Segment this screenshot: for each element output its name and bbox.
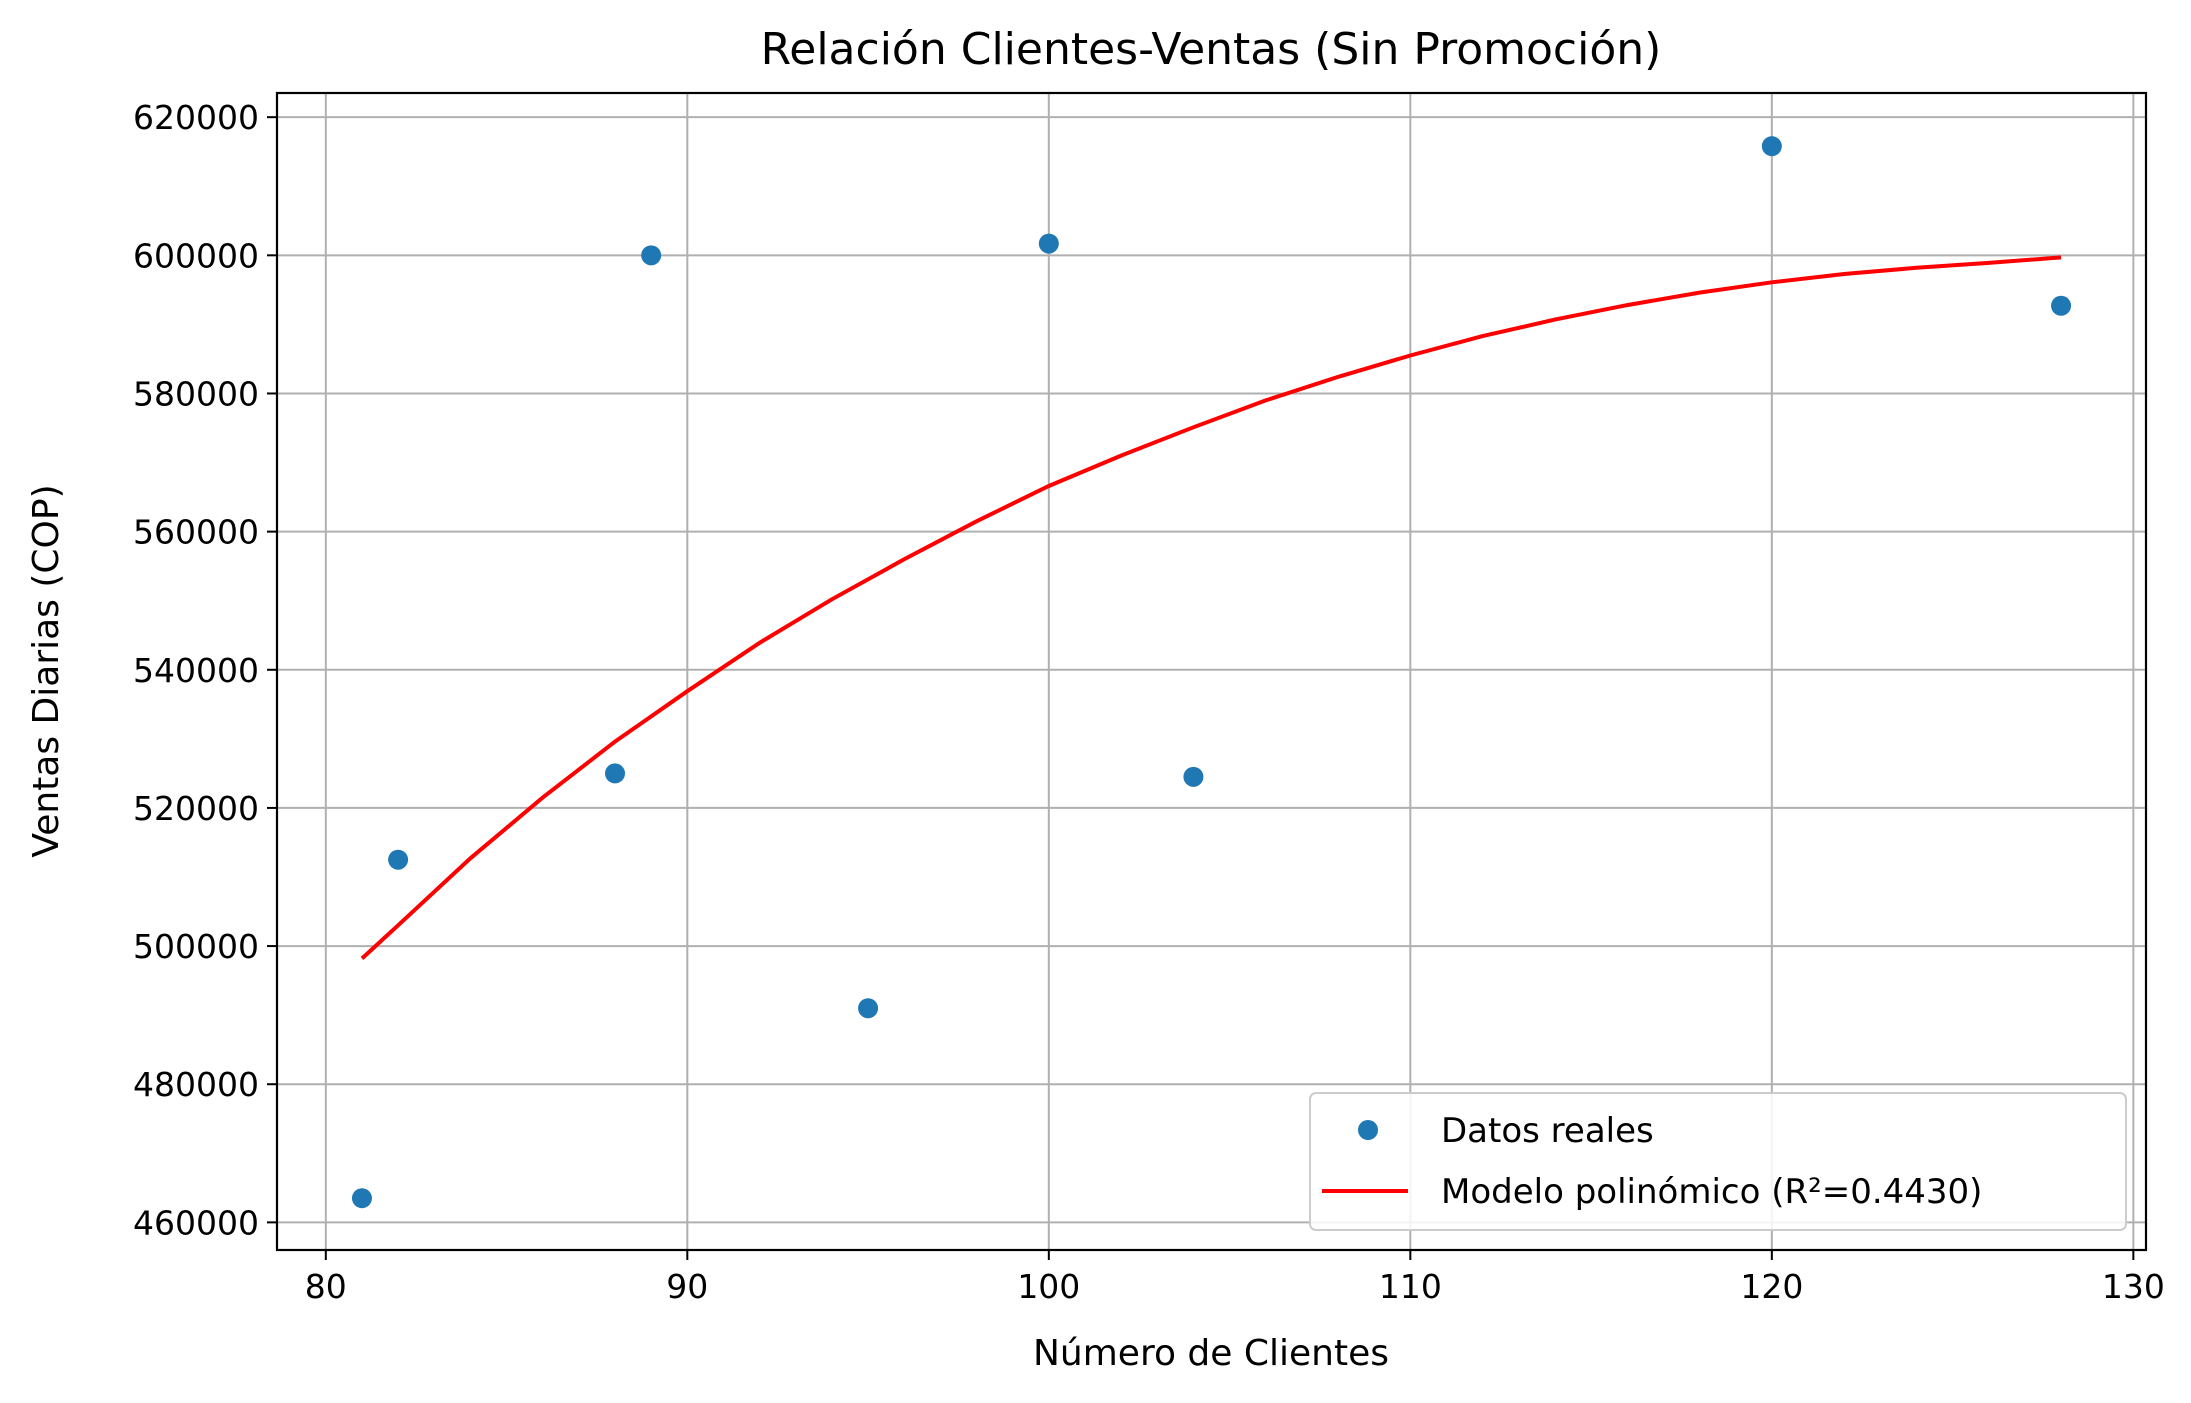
data-point: [2051, 295, 2072, 316]
x-tick-label: 100: [1017, 1267, 1080, 1306]
legend: Datos reales Modelo polinómico (R²=0.443…: [1309, 1092, 2127, 1231]
data-point: [641, 245, 662, 266]
grid: [277, 93, 2146, 1250]
data-points-layer: [351, 136, 2072, 1209]
plot-area: [277, 93, 2146, 1250]
data-point: [858, 998, 879, 1019]
data-point: [1761, 136, 1782, 157]
legend-label-modelo-polinomico: Modelo polinómico (R²=0.4430): [1441, 1172, 1982, 1212]
x-tick-label: 90: [666, 1267, 708, 1306]
fit-line: [360, 255, 2062, 960]
fit-line-layer: [360, 255, 2062, 960]
x-axis-label: Número de Clientes: [1033, 1333, 1389, 1374]
x-tick-label: 80: [305, 1267, 347, 1306]
y-tick-label: 560000: [133, 513, 259, 552]
y-tick-label: 620000: [133, 98, 259, 137]
plot-frame: [275, 91, 2148, 1252]
data-point: [388, 849, 409, 870]
data-point: [605, 763, 626, 784]
x-tick-label: 120: [1740, 1267, 1803, 1306]
y-tick-label: 460000: [133, 1203, 259, 1242]
y-tick-label: 480000: [133, 1065, 259, 1104]
y-tick-label: 540000: [133, 651, 259, 690]
data-point: [1183, 766, 1204, 787]
y-tick-label: 500000: [133, 927, 259, 966]
data-point: [1038, 233, 1059, 254]
x-tick-label: 110: [1379, 1267, 1442, 1306]
chart-title: Relación Clientes-Ventas (Sin Promoción): [761, 24, 1662, 75]
legend-marker-datos-reales: [1358, 1120, 1378, 1140]
y-tick-label: 580000: [133, 374, 259, 413]
y-axis: 460000 480000 500000 520000 540000 560000 5800…: [133, 98, 277, 1242]
legend-label-datos-reales: Datos reales: [1441, 1111, 1654, 1151]
x-axis: 80 90 100 110 120 130: [305, 1250, 2165, 1306]
data-point: [351, 1188, 372, 1209]
y-tick-label: 520000: [133, 789, 259, 828]
y-axis-label: Ventas Diarias (COP): [26, 484, 67, 857]
y-tick-label: 600000: [133, 236, 259, 275]
x-tick-label: 130: [2102, 1267, 2165, 1306]
legend-box: [1309, 1092, 2127, 1231]
